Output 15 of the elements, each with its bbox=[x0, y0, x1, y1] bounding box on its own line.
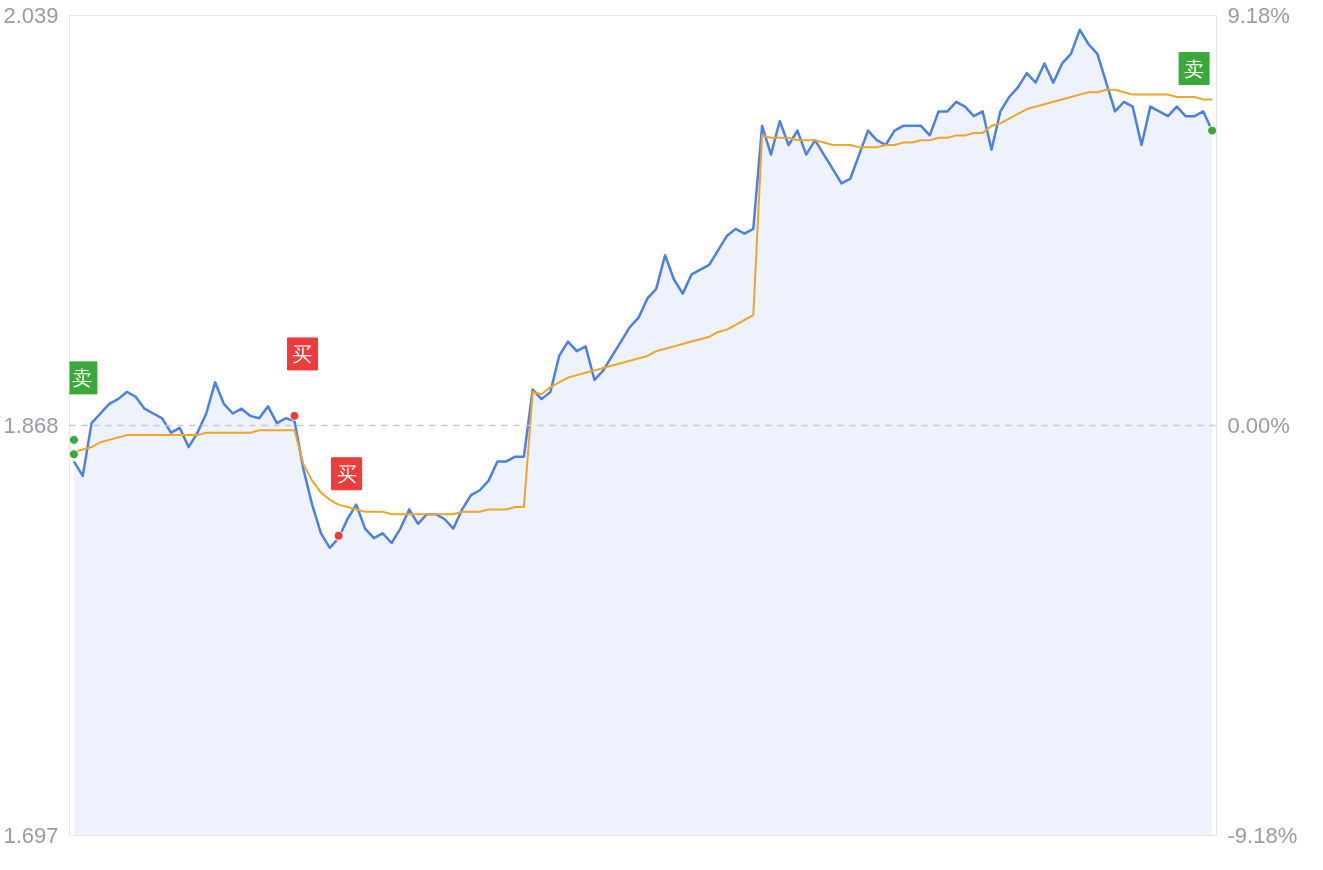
annotation: 卖 bbox=[1184, 57, 1205, 80]
annotation: 卖 bbox=[71, 366, 92, 389]
point bbox=[69, 449, 79, 460]
y2-tick-label: 0.00% bbox=[1227, 413, 1290, 438]
y2-tick-label: 9.18% bbox=[1227, 3, 1290, 28]
annotation: 买 bbox=[336, 462, 357, 485]
point bbox=[1207, 125, 1217, 136]
point bbox=[289, 410, 300, 421]
y-tick-label: 1.868 bbox=[3, 413, 59, 438]
y-tick-label: 2.039 bbox=[3, 3, 59, 28]
y-tick-label: 1.697 bbox=[3, 823, 59, 848]
annotation: 买 bbox=[292, 342, 313, 365]
y2-tick-label: -9.18% bbox=[1227, 823, 1298, 848]
point bbox=[333, 530, 344, 541]
point bbox=[69, 434, 79, 445]
